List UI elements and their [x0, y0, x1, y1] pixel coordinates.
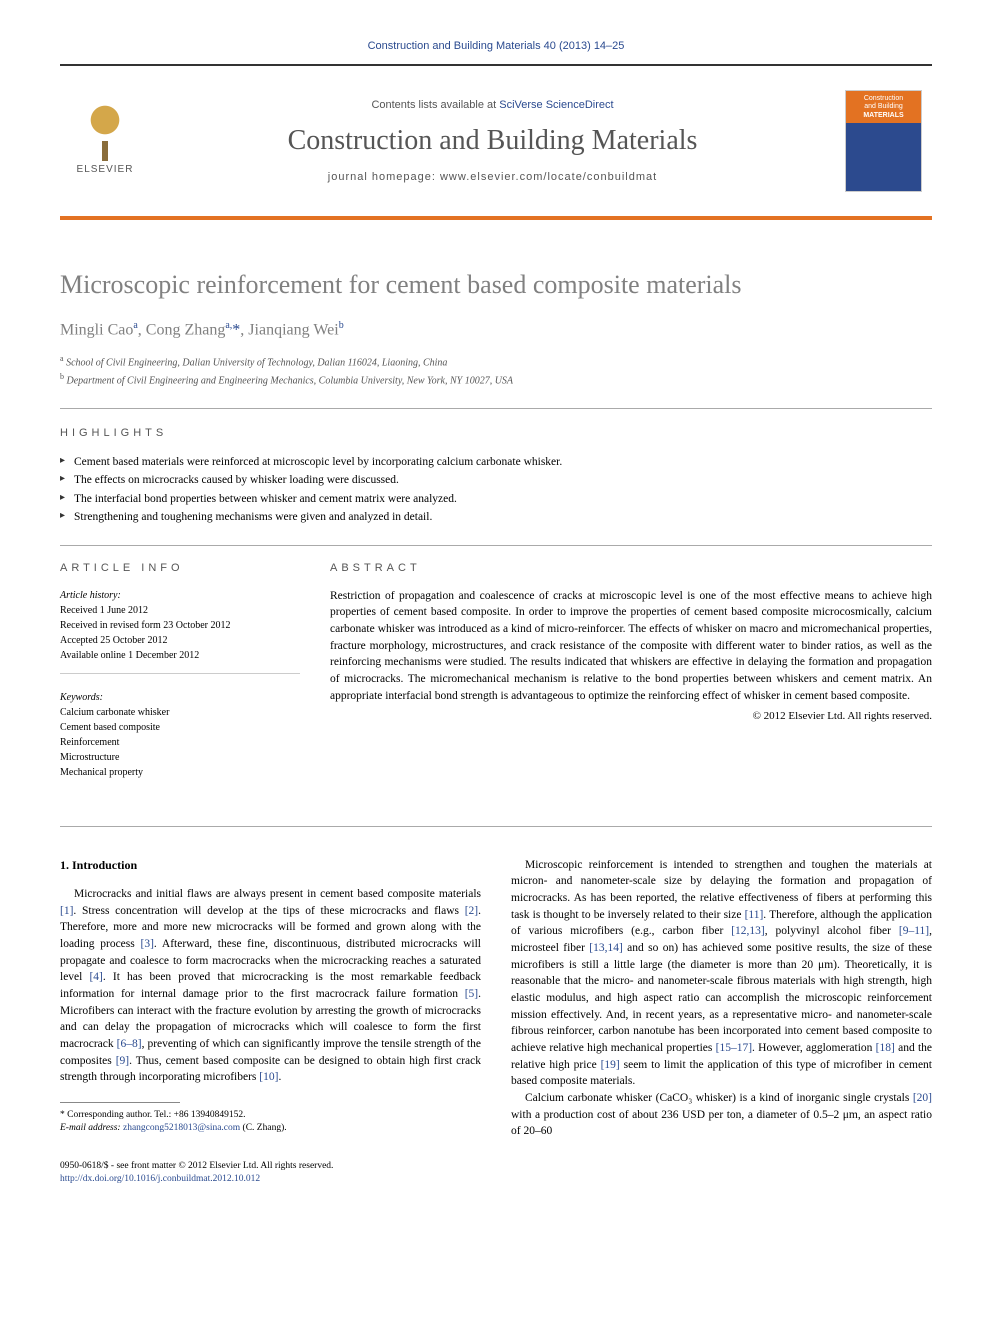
elsevier-logo: ELSEVIER [70, 96, 140, 186]
keyword-line: Reinforcement [60, 735, 300, 750]
keywords-label: Keywords: [60, 690, 300, 705]
cover-line3: MATERIALS [863, 112, 903, 119]
highlight-item: Strengthening and toughening mechanisms … [60, 508, 932, 526]
footnote-separator [60, 1102, 180, 1103]
keyword-line: Microstructure [60, 750, 300, 765]
header-citation: Construction and Building Materials 40 (… [60, 40, 932, 52]
article-info-column: ARTICLE INFO Article history: Received 1… [60, 562, 300, 806]
email-suffix: (C. Zhang). [243, 1123, 287, 1133]
abstract-text: Restriction of propagation and coalescen… [330, 588, 932, 705]
history-label: Article history: [60, 588, 300, 603]
keyword-line: Cement based composite [60, 720, 300, 735]
doi-link[interactable]: http://dx.doi.org/10.1016/j.conbuildmat.… [60, 1174, 260, 1184]
affiliation-line: b Department of Civil Engineering and En… [60, 371, 932, 388]
corr-email-link[interactable]: zhangcong5218013@sina.com [123, 1123, 240, 1133]
cover-line2: and Building [864, 103, 903, 110]
contents-available-line: Contents lists available at SciVerse Sci… [140, 99, 845, 111]
homepage-url[interactable]: www.elsevier.com/locate/conbuildmat [440, 171, 657, 183]
history-line: Accepted 25 October 2012 [60, 633, 300, 648]
article-history: Article history: Received 1 June 2012Rec… [60, 588, 300, 674]
abstract-label: ABSTRACT [330, 562, 932, 574]
highlights-label: HIGHLIGHTS [60, 427, 932, 439]
keyword-line: Calcium carbonate whisker [60, 705, 300, 720]
history-line: Received 1 June 2012 [60, 603, 300, 618]
page-footer: 0950-0618/$ - see front matter © 2012 El… [60, 1160, 932, 1187]
homepage-prefix: journal homepage: [328, 171, 440, 183]
cover-line1: Construction [864, 95, 903, 102]
history-line: Available online 1 December 2012 [60, 648, 300, 663]
contents-prefix: Contents lists available at [371, 99, 499, 111]
history-line: Received in revised form 23 October 2012 [60, 618, 300, 633]
highlight-item: Cement based materials were reinforced a… [60, 453, 932, 471]
intro-paragraph-3: Calcium carbonate whisker (CaCO₃ whisker… [511, 1090, 932, 1140]
journal-header: ELSEVIER Contents lists available at Sci… [60, 64, 932, 220]
corresponding-author-footnote: * Corresponding author. Tel.: +86 139408… [60, 1109, 481, 1136]
section-heading-introduction: 1. Introduction [60, 857, 481, 874]
journal-cover-thumbnail: Construction and Building MATERIALS [845, 90, 922, 192]
article-title: Microscopic reinforcement for cement bas… [60, 270, 932, 300]
body-column-right: Microscopic reinforcement is intended to… [511, 857, 932, 1140]
abstract-copyright: © 2012 Elsevier Ltd. All rights reserved… [330, 710, 932, 722]
affiliation-line: a School of Civil Engineering, Dalian Un… [60, 353, 932, 370]
homepage-line: journal homepage: www.elsevier.com/locat… [140, 171, 845, 183]
keywords-block: Keywords: Calcium carbonate whiskerCemen… [60, 690, 300, 790]
highlights-block: Cement based materials were reinforced a… [60, 453, 932, 546]
intro-paragraph-1: Microcracks and initial flaws are always… [60, 886, 481, 1086]
footer-copyright-line: 0950-0618/$ - see front matter © 2012 El… [60, 1160, 932, 1173]
journal-title: Construction and Building Materials [140, 125, 845, 157]
elsevier-tree-icon [75, 96, 135, 156]
keyword-line: Mechanical property [60, 765, 300, 780]
email-label: E-mail address: [60, 1123, 121, 1133]
body-columns: 1. Introduction Microcracks and initial … [60, 857, 932, 1140]
sciencedirect-link[interactable]: SciVerse ScienceDirect [499, 99, 613, 111]
highlight-item: The interfacial bond properties between … [60, 490, 932, 508]
affiliations: a School of Civil Engineering, Dalian Un… [60, 353, 932, 409]
abstract-column: ABSTRACT Restriction of propagation and … [330, 562, 932, 806]
intro-paragraph-2: Microscopic reinforcement is intended to… [511, 857, 932, 1090]
highlight-item: The effects on microcracks caused by whi… [60, 471, 932, 489]
authors-line: Mingli Caoa, Cong Zhanga,*, Jianqiang We… [60, 320, 932, 339]
body-column-left: 1. Introduction Microcracks and initial … [60, 857, 481, 1140]
elsevier-label: ELSEVIER [70, 164, 140, 175]
article-info-label: ARTICLE INFO [60, 562, 300, 574]
corr-author-line: * Corresponding author. Tel.: +86 139408… [60, 1109, 481, 1122]
